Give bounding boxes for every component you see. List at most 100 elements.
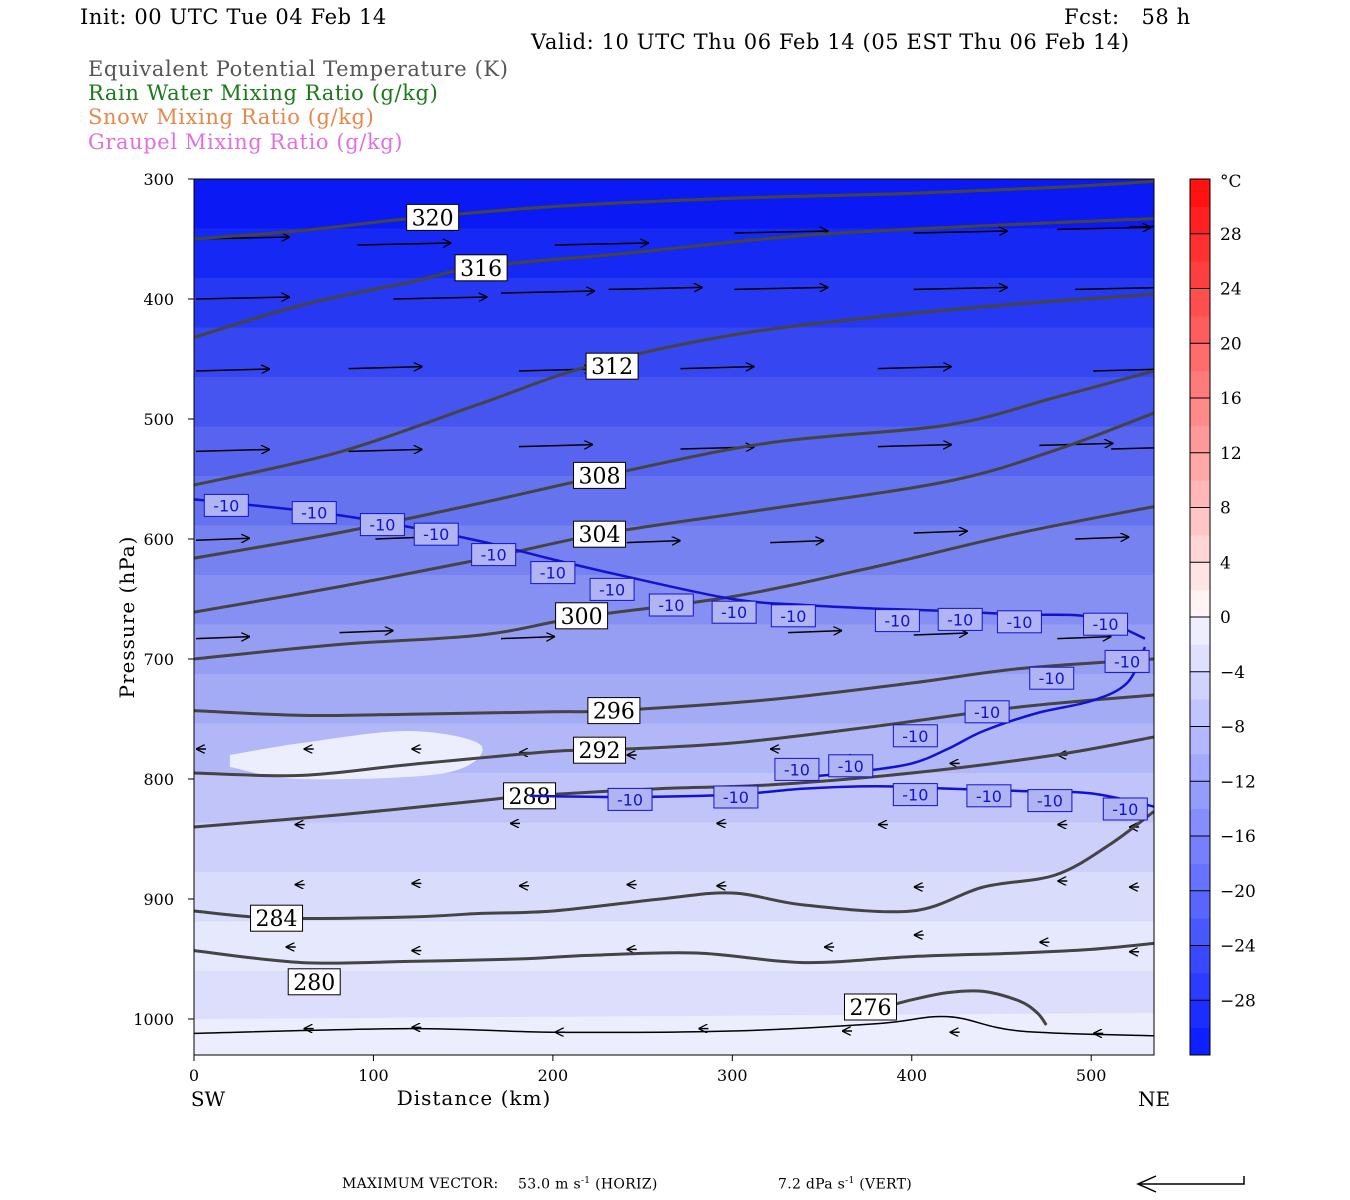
colorbar-label: 8: [1220, 499, 1231, 519]
isotherm-label: -10: [599, 580, 625, 599]
field-snow-label: Snow Mixing Ratio (g/kg): [88, 105, 375, 129]
contour-label: 276: [849, 996, 891, 1021]
isotherm-label-box: [874, 609, 920, 633]
vert-suffix: (VERT): [859, 1176, 912, 1193]
colorbar-label: −4: [1220, 663, 1245, 683]
isotherm-label: -10: [369, 516, 395, 535]
theta-e-contour: [194, 217, 1154, 339]
isotherm-label: -10: [1092, 615, 1118, 634]
wind-vector: [348, 449, 423, 451]
wind-vector: [501, 637, 555, 639]
isotherm-label-box: [607, 787, 653, 811]
temperature-band: [194, 476, 1154, 529]
isotherm-label-box: [359, 513, 405, 537]
colorbar-label: −16: [1220, 827, 1256, 847]
contour-label: 292: [579, 739, 621, 764]
x-tick-label: 0: [189, 1066, 199, 1085]
wind-vector: [877, 445, 952, 447]
wind-vector: [913, 287, 1008, 289]
temperature-band: [194, 674, 1154, 727]
wind-vector: [734, 287, 828, 289]
colorbar-label: 12: [1220, 444, 1242, 464]
isotherm-label-box: [966, 784, 1012, 808]
y-tick-label: 500: [143, 410, 174, 429]
temperature-band: [194, 228, 1154, 282]
theta-e-contour: [194, 810, 1154, 921]
isotherm-label-box: [711, 600, 757, 624]
wind-vector: [518, 445, 593, 447]
colorbar-label: −20: [1220, 882, 1256, 902]
colorbar-swatch: [1190, 972, 1210, 1001]
max-vector-vert: 7.2 dPa s-1 (VERT): [778, 1176, 912, 1193]
colorbar-swatch: [1190, 562, 1210, 591]
max-vector-horiz: 53.0 m s-1 (HORIZ): [518, 1176, 658, 1193]
colorbar-swatch: [1190, 644, 1210, 673]
valid-time: Valid: 10 UTC Thu 06 Feb 14 (05 EST Thu …: [531, 30, 1130, 54]
forecast-hour: Fcst: 58 h: [1064, 5, 1191, 29]
colorbar-label: −8: [1220, 718, 1245, 738]
isotherm-label: -10: [902, 727, 928, 746]
horiz-suffix: (HORIZ): [595, 1176, 658, 1193]
colorbar-label: 24: [1220, 280, 1242, 300]
left-end-label: SW: [191, 1087, 226, 1111]
contour-label-box: [454, 254, 508, 282]
axes: 300 400 500 600 700 800 900 1000 0 100 200 300 400 50…: [115, 170, 1170, 1111]
isotherm-label-box: [203, 493, 249, 517]
temperature-band: [194, 624, 1154, 678]
isotherm-label-box: [291, 501, 337, 525]
temperature-band: [194, 377, 1154, 430]
colorbar-swatch: [1190, 617, 1210, 645]
colorbar-swatch: [1190, 808, 1210, 837]
isotherm-minus10: -10 -10 -10 -10 -10 -10 -10 -10 -10 -10 -10 -10 -10 -…: [194, 493, 1154, 821]
colorbar-swatch: [1190, 918, 1210, 946]
isotherm-label: -10: [213, 496, 239, 515]
temperature-shading: [193, 179, 1155, 1055]
isotherm-label: -10: [721, 603, 747, 622]
contour-label: 300: [561, 605, 603, 630]
isotherm-label-box: [413, 522, 459, 546]
colorbar-swatch: [1190, 343, 1210, 372]
colorbar-swatch: [1190, 699, 1210, 727]
contour-label: 284: [256, 907, 298, 932]
wind-vector: [393, 297, 487, 299]
wind-vector: [788, 631, 842, 633]
init-time: Init: 00 UTC Tue 04 Feb 14: [80, 5, 387, 29]
isotherm-label-box: [996, 610, 1042, 634]
isotherm-label-box: [770, 604, 816, 628]
isotherm-label-box: [892, 724, 938, 748]
max-vector-label: MAXIMUM VECTOR:: [342, 1176, 499, 1192]
contour-label: 296: [593, 700, 635, 725]
colorbar-swatch: [1190, 206, 1210, 235]
isotherm-label: -10: [481, 546, 507, 565]
x-tick-label: 200: [538, 1066, 569, 1085]
theta-e-contour: [194, 411, 1154, 614]
colorbar-label: 16: [1220, 389, 1242, 409]
wind-vector: [608, 287, 703, 289]
plot-frame: [193, 178, 1155, 1056]
theta-e-contour: [194, 179, 1154, 241]
isotherm-label: -10: [884, 612, 910, 631]
horiz-value: 53.0 m s: [518, 1176, 581, 1193]
y-tick-label: 600: [143, 530, 174, 549]
colorbar-swatch: [1190, 1027, 1210, 1056]
isotherm-label: -10: [1037, 792, 1063, 811]
isotherm-label-box: [937, 607, 983, 631]
right-end-label: NE: [1138, 1087, 1170, 1111]
isotherm-label-box: [1027, 789, 1073, 813]
contour-label: 280: [293, 971, 335, 996]
isotherm-label-box: [1083, 612, 1129, 636]
contour-label-box: [573, 520, 627, 548]
isotherm-label: -10: [423, 525, 449, 544]
theta-e-contour: [194, 941, 1154, 965]
x-tick-label: 100: [358, 1066, 389, 1085]
colorbar-swatch: [1190, 589, 1210, 618]
isotherm-label-box: [1104, 649, 1150, 673]
temperature-band: [194, 1013, 1154, 1055]
wind-vector: [770, 541, 824, 543]
contour-label-box: [573, 461, 627, 489]
field-rain-label: Rain Water Mixing Ratio (g/kg): [88, 81, 439, 105]
isotherm-label: -10: [974, 703, 1000, 722]
wind-vector: [913, 531, 968, 533]
isotherm-label-box: [713, 785, 759, 809]
y-tick-label: 400: [143, 290, 174, 309]
